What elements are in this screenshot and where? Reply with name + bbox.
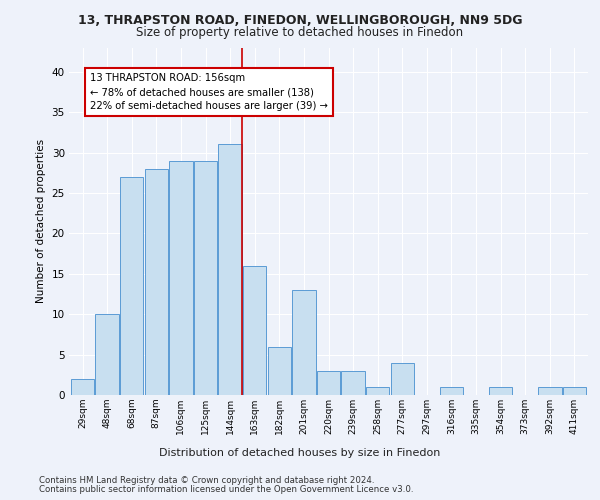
Bar — [391, 362, 414, 395]
Y-axis label: Number of detached properties: Number of detached properties — [36, 139, 46, 304]
Bar — [563, 387, 586, 395]
Bar — [243, 266, 266, 395]
Bar — [317, 371, 340, 395]
Bar — [194, 160, 217, 395]
Bar — [341, 371, 365, 395]
Text: 13, THRAPSTON ROAD, FINEDON, WELLINGBOROUGH, NN9 5DG: 13, THRAPSTON ROAD, FINEDON, WELLINGBORO… — [78, 14, 522, 27]
Bar — [440, 387, 463, 395]
Text: Contains public sector information licensed under the Open Government Licence v3: Contains public sector information licen… — [39, 485, 413, 494]
Bar — [292, 290, 316, 395]
Bar — [169, 160, 193, 395]
Text: Size of property relative to detached houses in Finedon: Size of property relative to detached ho… — [136, 26, 464, 39]
Bar — [145, 168, 168, 395]
Text: 13 THRAPSTON ROAD: 156sqm
← 78% of detached houses are smaller (138)
22% of semi: 13 THRAPSTON ROAD: 156sqm ← 78% of detac… — [90, 74, 328, 112]
Text: Distribution of detached houses by size in Finedon: Distribution of detached houses by size … — [160, 448, 440, 458]
Bar — [120, 177, 143, 395]
Bar — [71, 379, 94, 395]
Bar — [268, 346, 291, 395]
Text: Contains HM Land Registry data © Crown copyright and database right 2024.: Contains HM Land Registry data © Crown c… — [39, 476, 374, 485]
Bar — [218, 144, 242, 395]
Bar — [366, 387, 389, 395]
Bar — [538, 387, 562, 395]
Bar — [489, 387, 512, 395]
Bar — [95, 314, 119, 395]
